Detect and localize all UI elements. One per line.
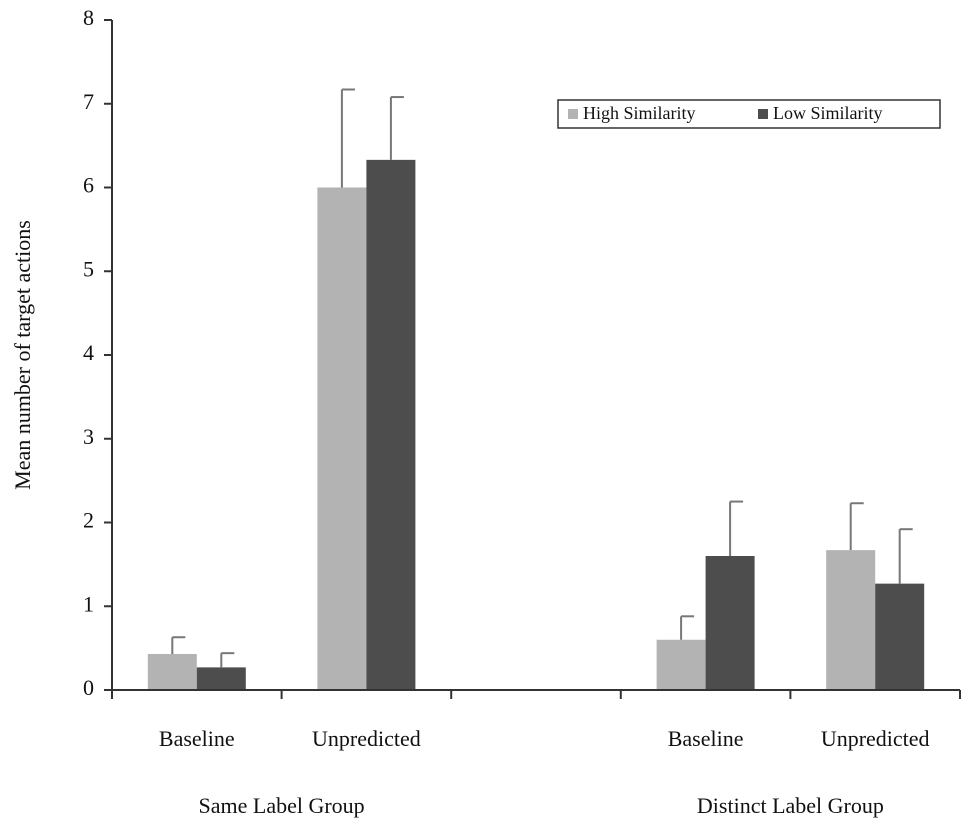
legend: High Similarity Low Similarity xyxy=(557,99,941,129)
x-tick-label: Unpredicted xyxy=(312,726,421,751)
y-tick-label: 4 xyxy=(83,340,94,365)
bar xyxy=(826,550,876,690)
error-bar xyxy=(898,528,913,584)
y-tick-label: 5 xyxy=(83,256,94,281)
y-tick-label: 7 xyxy=(83,89,94,114)
error-bar xyxy=(220,652,235,668)
y-tick-label: 3 xyxy=(83,424,94,449)
bar xyxy=(147,653,197,690)
error-bar xyxy=(389,96,404,160)
x-tick-label: Baseline xyxy=(668,726,744,751)
bar xyxy=(317,187,367,690)
error-bar xyxy=(171,636,186,654)
group-label: Distinct Label Group xyxy=(697,793,884,818)
group-label: Same Label Group xyxy=(199,793,365,818)
y-tick-label: 6 xyxy=(83,173,94,198)
y-tick-label: 8 xyxy=(83,5,94,30)
legend-label: Low Similarity xyxy=(773,103,883,123)
y-tick-label: 2 xyxy=(83,508,94,533)
y-tick-label: 1 xyxy=(83,591,94,616)
bar xyxy=(366,159,416,691)
x-tick-label: Baseline xyxy=(159,726,235,751)
error-bar xyxy=(849,502,864,551)
error-bar xyxy=(729,500,744,556)
error-bar xyxy=(340,88,355,188)
bar xyxy=(705,556,755,690)
legend-label: High Similarity xyxy=(583,103,696,123)
bar xyxy=(656,639,706,690)
error-bar xyxy=(680,615,695,640)
bar xyxy=(875,583,925,690)
x-tick-label: Unpredicted xyxy=(821,726,930,751)
legend-swatch xyxy=(758,109,768,119)
legend-swatch xyxy=(568,109,578,119)
legend-box xyxy=(557,99,941,129)
y-axis-label: Mean number of target actions xyxy=(10,220,35,490)
y-tick-label: 0 xyxy=(83,675,94,700)
bar xyxy=(196,667,246,690)
